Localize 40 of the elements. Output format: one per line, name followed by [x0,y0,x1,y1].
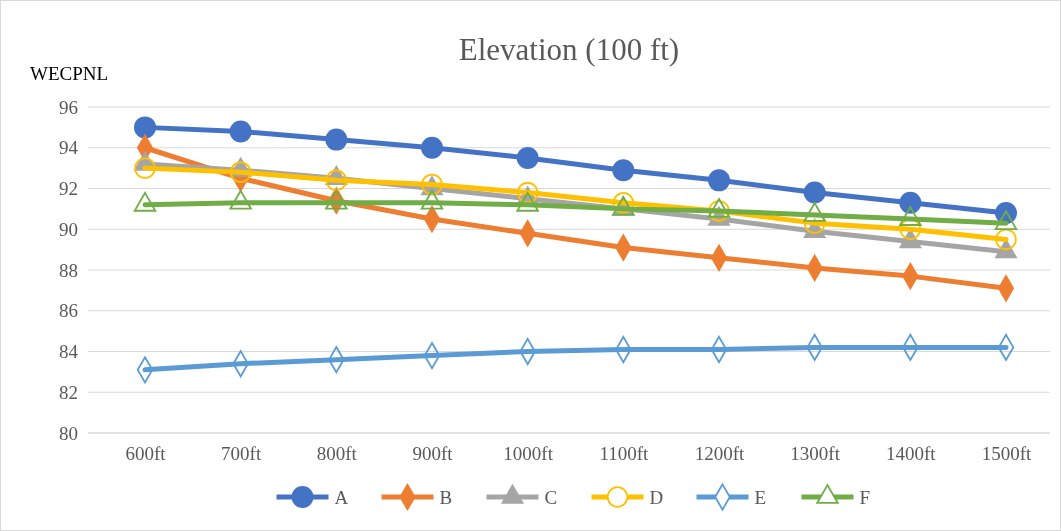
y-tick-label: 96 [59,96,78,118]
y-axis-title: WECPNL [30,63,109,84]
y-tick-label: 86 [59,300,78,322]
y-tick-label: 84 [59,341,79,363]
x-tick-label: 700ft [221,443,262,465]
point [612,159,635,182]
y-tick-label: 88 [59,259,78,281]
legend-label: A [334,486,349,508]
chart-title: Elevation (100 ft) [458,32,680,67]
point [516,146,539,169]
y-tick-label: 90 [59,218,78,240]
y-tick-label: 94 [59,137,79,159]
point [134,116,156,139]
legend-label: B [439,486,453,508]
point [899,191,922,214]
legend-label: C [544,486,558,508]
y-tick-label: 82 [59,381,78,403]
point [325,128,348,151]
x-tick-label: 800ft [316,443,358,465]
legend-label: E [754,486,767,508]
y-tick-label: 80 [59,422,78,444]
point [229,120,252,143]
y-tick-label: 92 [59,178,78,200]
point [995,228,1017,251]
point [325,169,348,192]
legend-label: F [859,486,871,508]
point [708,169,730,192]
point [134,157,156,179]
x-tick-label: 1500ft [981,443,1033,465]
x-tick-label: 1300ft [790,443,841,465]
point [803,181,826,204]
x-tick-label: 900ft [412,443,454,465]
point [421,136,443,159]
x-tick-label: 1200ft [694,443,746,465]
point [229,161,252,183]
x-tick-label: 1400ft [886,443,937,465]
x-tick-label: 600ft [125,443,167,465]
x-tick-label: 1100ft [599,443,649,465]
legend-label: D [649,486,664,508]
x-tick-label: 1000ft [503,443,554,465]
